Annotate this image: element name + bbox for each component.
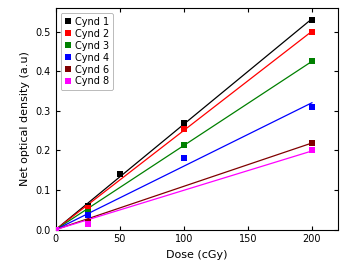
Cynd 2 (53, 227, 58, 232)
Cynd 8 (309, 148, 315, 153)
Cynd 4 (309, 105, 315, 109)
Cynd 1 (85, 204, 90, 208)
Cynd 3 (53, 227, 58, 232)
Cynd 3 (309, 59, 315, 64)
Cynd 3 (85, 210, 90, 214)
Cynd 2 (181, 127, 187, 131)
Cynd 8 (53, 227, 58, 232)
Cynd 4 (181, 155, 187, 160)
Cynd 2 (309, 30, 315, 34)
Legend: Cynd 1, Cynd 2, Cynd 3, Cynd 4, Cynd 6, Cynd 8: Cynd 1, Cynd 2, Cynd 3, Cynd 4, Cynd 6, … (61, 13, 113, 90)
Cynd 6 (85, 220, 90, 225)
Cynd 2 (85, 206, 90, 210)
X-axis label: Dose (cGy): Dose (cGy) (166, 250, 227, 260)
Cynd 3 (181, 142, 187, 147)
Cynd 8 (85, 222, 90, 226)
Cynd 4 (85, 213, 90, 217)
Cynd 1 (117, 172, 122, 176)
Cynd 1 (181, 121, 187, 125)
Cynd 1 (53, 227, 58, 232)
Cynd 1 (309, 18, 315, 22)
Y-axis label: Net optical density (a.u): Net optical density (a.u) (20, 51, 30, 186)
Cynd 6 (309, 140, 315, 145)
Cynd 4 (53, 227, 58, 232)
Cynd 6 (53, 227, 58, 232)
